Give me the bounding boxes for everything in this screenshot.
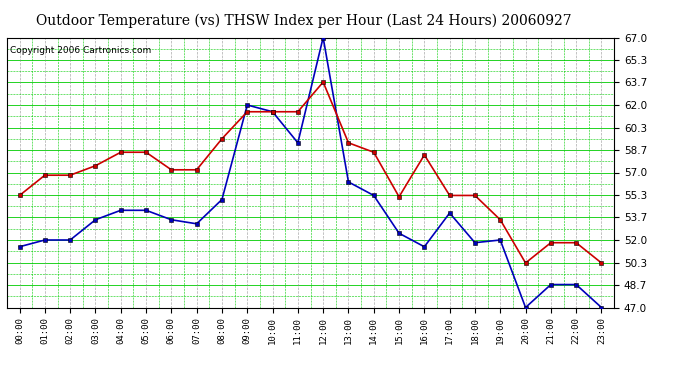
Text: Copyright 2006 Cartronics.com: Copyright 2006 Cartronics.com: [10, 46, 151, 55]
Text: Outdoor Temperature (vs) THSW Index per Hour (Last 24 Hours) 20060927: Outdoor Temperature (vs) THSW Index per …: [36, 13, 571, 27]
